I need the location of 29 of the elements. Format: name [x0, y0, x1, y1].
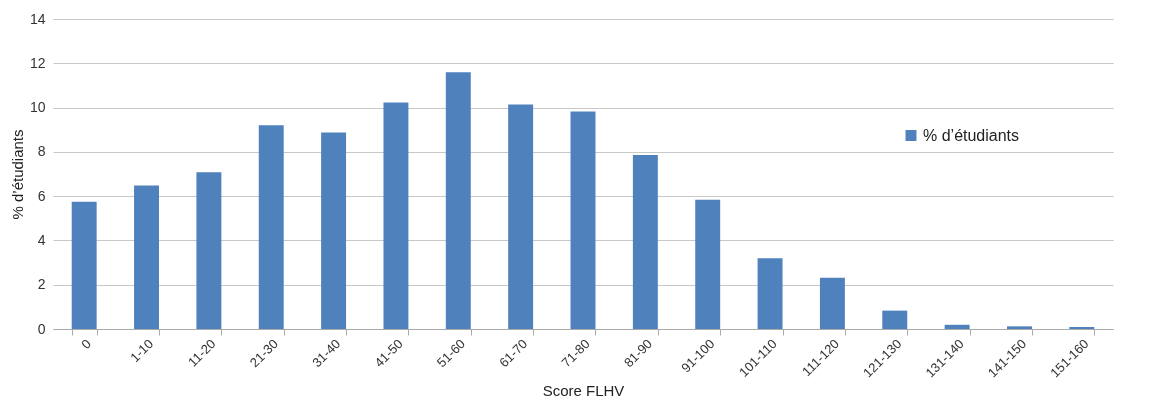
bar	[1007, 326, 1032, 329]
x-tick-label: 1-10	[127, 336, 157, 366]
y-tick-label: 10	[29, 99, 46, 116]
y-tick-label: 14	[29, 10, 46, 27]
bar	[383, 102, 409, 329]
bar	[196, 172, 222, 329]
x-axis-title: Score FLHV	[542, 382, 625, 400]
bar	[321, 132, 347, 329]
bar	[71, 201, 97, 329]
bar	[632, 154, 658, 329]
bar	[695, 199, 721, 329]
x-tick-label: 0	[78, 336, 94, 352]
bar	[882, 310, 908, 329]
bar	[944, 324, 970, 329]
bar	[134, 185, 159, 329]
bar	[570, 111, 596, 329]
y-tick-label: 0	[37, 320, 46, 337]
y-tick-label: 8	[37, 143, 46, 160]
y-tick-label: 6	[37, 187, 46, 204]
bar	[508, 104, 534, 329]
bar	[819, 277, 845, 329]
y-tick-label: 4	[37, 231, 46, 248]
bar	[445, 72, 471, 329]
legend-label: % d’étudiants	[923, 126, 1020, 144]
bar	[258, 125, 284, 329]
bar	[757, 258, 783, 329]
y-tick-label: 2	[37, 276, 46, 293]
y-axis-title: % d’étudiants	[8, 129, 26, 220]
y-tick-label: 12	[29, 54, 46, 71]
